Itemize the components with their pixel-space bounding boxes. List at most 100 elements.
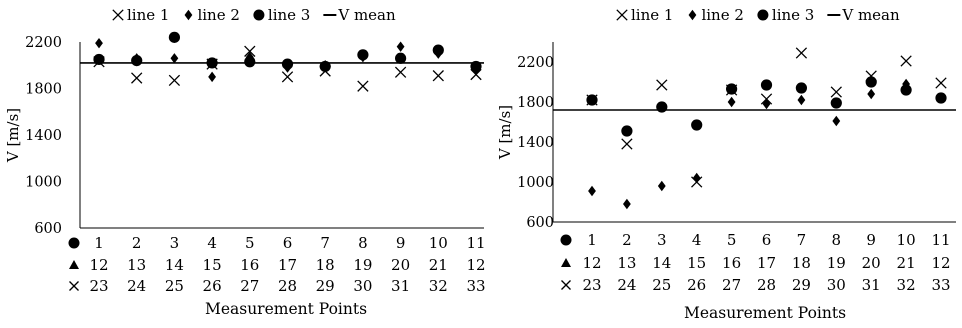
x-tick-label: 9 — [866, 231, 876, 249]
data-point-line-2 — [208, 71, 216, 83]
data-point-line-3 — [281, 58, 294, 70]
legend-label-4: V mean — [337, 6, 396, 24]
data-point-line-3 — [357, 49, 369, 61]
x-tick-label: 6 — [283, 234, 293, 252]
x-tick-label: 31 — [862, 276, 881, 294]
data-point-line-2 — [170, 53, 179, 64]
y-tick-label: 2200 — [517, 55, 554, 71]
x-tick-label: 23 — [89, 277, 108, 295]
x-tick-label: 32 — [429, 277, 448, 295]
x-tick-label: 28 — [757, 276, 776, 294]
x-tick-label: 1 — [94, 234, 104, 252]
x-tick-label: 32 — [897, 276, 916, 294]
data-point-line-1 — [357, 80, 369, 92]
x-tick-label: 8 — [358, 234, 368, 252]
data-point-line-2 — [396, 41, 405, 52]
data-point-line-3 — [244, 56, 256, 68]
data-point-line-1 — [935, 77, 947, 89]
data-point-line-3 — [168, 31, 180, 43]
x-tick-label: 3 — [170, 234, 180, 252]
data-point-line-3 — [865, 76, 877, 88]
row-marker-3 — [69, 281, 79, 291]
legend-marker-1 — [616, 9, 628, 21]
x-tick-label: 15 — [203, 256, 222, 274]
x-tick-label: 29 — [792, 276, 811, 294]
legend: line 1 line 2 line 3 V mean — [112, 6, 396, 24]
y-tick-label: 2200 — [25, 35, 62, 51]
x-tick-label: 15 — [687, 254, 706, 272]
y-tick-label: 1800 — [517, 95, 554, 111]
data-point-line-3 — [131, 55, 143, 67]
legend-label-3: line 3 — [268, 6, 310, 24]
x-tick-label: 26 — [687, 276, 706, 294]
x-tick-label: 12 — [582, 254, 601, 272]
data-point-line-3 — [621, 125, 633, 137]
x-tick-label: 12 — [466, 256, 485, 274]
x-tick-label: 24 — [127, 277, 146, 295]
y-axis-label: V [m/s] — [4, 108, 22, 163]
data-point-line-1 — [830, 86, 842, 98]
data-point-line-3 — [432, 44, 444, 56]
y-tick-label: 1400 — [25, 128, 62, 144]
data-point-line-3 — [470, 60, 482, 73]
x-tick-label: 27 — [240, 277, 259, 295]
data-point-line-2 — [657, 180, 666, 192]
legend-label-1: line 1 — [631, 6, 673, 24]
y-tick-label: 1400 — [517, 135, 554, 151]
x-tick-label: 25 — [165, 277, 184, 295]
x-tick-label: 12 — [89, 256, 108, 274]
data-point-line-1 — [432, 70, 444, 82]
y-tick-label: 1800 — [25, 82, 62, 98]
x-tick-label: 5 — [727, 231, 737, 249]
data-point-line-1 — [131, 72, 143, 84]
x-tick-label: 13 — [617, 254, 636, 272]
x-tick-label: 11 — [466, 234, 485, 252]
x-tick-label: 8 — [832, 231, 842, 249]
legend-marker-2 — [688, 9, 697, 21]
x-tick-label: 20 — [391, 256, 410, 274]
x-tick-label: 7 — [797, 231, 807, 249]
x-tick-label: 14 — [165, 256, 184, 274]
data-point-line-2 — [797, 94, 806, 106]
data-point-line-2 — [588, 185, 596, 197]
row-marker-2 — [69, 260, 79, 269]
data-point-line-3 — [691, 119, 703, 131]
x-tick-label: 14 — [652, 254, 671, 272]
y-tick-label: 600 — [526, 215, 554, 231]
x-tick-label: 5 — [245, 234, 255, 252]
data-point-line-3 — [395, 52, 407, 64]
x-tick-label: 18 — [316, 256, 335, 274]
x-tick-label: 6 — [762, 231, 772, 249]
x-tick-label: 18 — [792, 254, 811, 272]
x-tick-label: 25 — [652, 276, 671, 294]
row-marker-3 — [561, 280, 571, 290]
x-tick-label: 24 — [617, 276, 636, 294]
x-tick-label: 12 — [931, 254, 950, 272]
data-point-line-2 — [95, 37, 103, 49]
y-tick-label: 600 — [34, 221, 62, 237]
data-point-line-2 — [623, 198, 631, 210]
x-tick-label: 20 — [862, 254, 881, 272]
legend-marker-2 — [184, 9, 193, 21]
x-tick-label: 4 — [207, 234, 217, 252]
x-tick-label: 31 — [391, 277, 410, 295]
x-tick-label: 19 — [827, 254, 846, 272]
x-tick-label: 21 — [429, 256, 448, 274]
data-point-line-3 — [726, 83, 738, 95]
x-axis-label: Measurement Points — [205, 300, 367, 318]
y-tick-label: 1000 — [517, 175, 554, 191]
y-tick-label: 1000 — [25, 175, 62, 191]
data-point-line-1 — [168, 74, 181, 87]
legend-label-1: line 1 — [127, 6, 169, 24]
chart-panel-2: line 1 line 2 line 3 V mean 600 1000 1400 1800 2… — [496, 6, 956, 322]
data-point-line-3 — [319, 60, 331, 73]
x-tick-label: 7 — [320, 234, 330, 252]
data-point-line-2 — [692, 172, 701, 184]
x-tick-label: 2 — [622, 231, 632, 249]
data-point-line-3 — [760, 79, 773, 91]
x-tick-label: 33 — [931, 276, 950, 294]
row-marker-2 — [561, 258, 571, 267]
x-tick-label: 26 — [203, 277, 222, 295]
data-point-line-1 — [795, 47, 808, 59]
x-tick-label: 21 — [897, 254, 916, 272]
